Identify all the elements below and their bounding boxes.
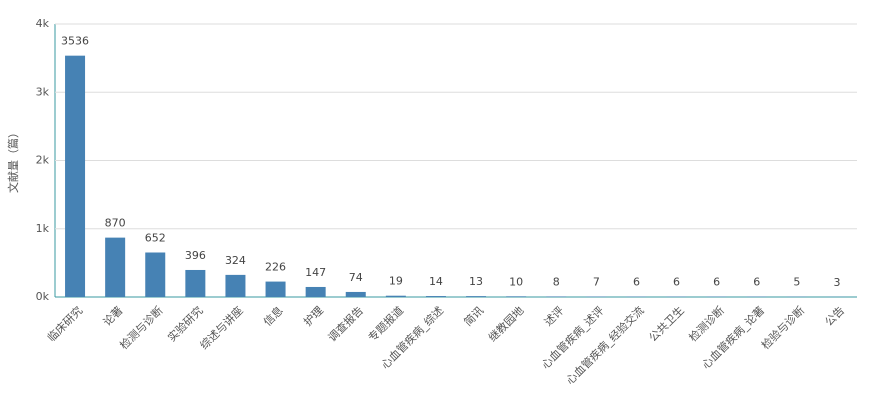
x-tick-label: 调查报告 (325, 303, 366, 344)
data-label: 870 (105, 217, 126, 230)
data-label: 652 (145, 232, 166, 245)
x-tick-label: 检测诊断 (686, 303, 727, 344)
data-label: 396 (185, 249, 206, 262)
data-label: 13 (469, 275, 483, 288)
bar (506, 296, 527, 297)
y-tick-label: 2k (36, 154, 50, 167)
data-label: 10 (509, 275, 523, 288)
y-tick-label: 3k (36, 85, 50, 98)
bar (385, 295, 406, 297)
bar (345, 291, 366, 297)
bar (225, 274, 246, 297)
data-label: 19 (389, 275, 403, 288)
data-label: 147 (305, 266, 326, 279)
x-tick-label: 论著 (100, 303, 125, 328)
x-tick-label: 护理 (300, 303, 325, 328)
x-tick-label: 公共卫生 (646, 303, 687, 344)
x-tick-label: 检测与诊断 (117, 303, 166, 352)
data-label: 74 (349, 271, 363, 284)
data-label: 324 (225, 254, 246, 267)
bar (425, 296, 446, 297)
data-label: 8 (553, 275, 560, 288)
y-tick-label: 0k (36, 290, 50, 303)
bar (105, 237, 126, 297)
x-tick-label: 述评 (542, 304, 567, 329)
x-tick-label: 检验与诊断 (758, 303, 807, 352)
x-tick-label: 信息 (260, 303, 285, 328)
x-tick-label: 专题报道 (365, 303, 406, 344)
x-tick-label: 心血管疾病_经验交流 (563, 303, 647, 387)
data-label: 226 (265, 261, 286, 274)
bar (145, 252, 166, 297)
x-tick-label: 临床研究 (44, 303, 85, 344)
y-tick-label: 1k (36, 222, 50, 235)
x-tick-label: 公告 (822, 304, 847, 329)
data-label: 6 (673, 276, 680, 289)
y-tick-label: 4k (36, 17, 50, 30)
data-label: 5 (793, 276, 800, 289)
data-label: 14 (429, 275, 443, 288)
bar (466, 296, 487, 297)
data-label: 7 (593, 276, 600, 289)
y-axis-label: 文献量（篇） (6, 127, 20, 193)
x-tick-label: 综述与讲座 (197, 303, 246, 352)
bar (265, 281, 286, 297)
data-label: 3 (833, 276, 840, 289)
bar (305, 286, 326, 297)
bar (546, 296, 567, 297)
data-label: 6 (753, 276, 760, 289)
x-tick-label: 实验研究 (165, 303, 206, 344)
data-label: 6 (713, 276, 720, 289)
bar (65, 55, 86, 297)
data-label: 6 (633, 276, 640, 289)
x-tick-label: 简讯 (461, 303, 486, 328)
bar (185, 269, 206, 297)
x-tick-label: 继教园地 (486, 304, 526, 344)
data-label: 3536 (61, 35, 89, 48)
